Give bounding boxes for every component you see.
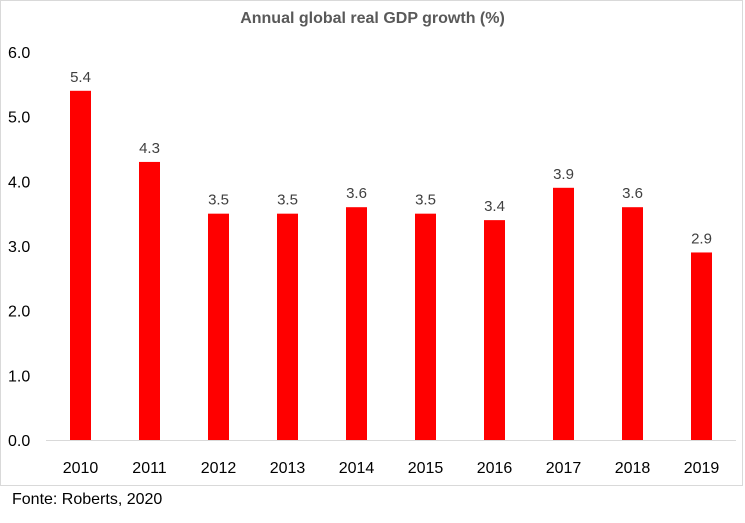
- chart-title: Annual global real GDP growth (%): [240, 10, 505, 27]
- data-label-2012: 3.5: [208, 192, 229, 209]
- bar-2019: [691, 252, 712, 440]
- y-tick-label: 0.0: [8, 433, 30, 450]
- y-tick-label: 4.0: [8, 174, 30, 191]
- data-label-2011: 4.3: [139, 140, 160, 157]
- y-tick-label: 2.0: [8, 304, 30, 321]
- x-tick-label-2014: 2014: [339, 460, 375, 477]
- data-label-2017: 3.9: [553, 166, 574, 183]
- data-label-2015: 3.5: [415, 192, 436, 209]
- y-tick-label: 6.0: [8, 45, 30, 62]
- y-tick-label: 1.0: [8, 368, 30, 385]
- x-axis-ticks: 2010 2011 2012 2013 2014 2015 2016 2017 2018 2019: [63, 460, 720, 477]
- chart-container: Annual global real GDP growth (%) 0.0 1.0…: [0, 0, 743, 486]
- x-tick-label-2016: 2016: [477, 460, 513, 477]
- x-tick-label-2019: 2019: [684, 460, 720, 477]
- bar-2014: [346, 207, 367, 440]
- y-tick-label: 3.0: [8, 239, 30, 256]
- x-tick-label-2018: 2018: [615, 460, 651, 477]
- x-tick-label-2012: 2012: [201, 460, 237, 477]
- x-tick-label-2010: 2010: [63, 460, 99, 477]
- bar-2013: [277, 213, 298, 440]
- x-tick-label-2013: 2013: [270, 460, 306, 477]
- x-tick-label-2017: 2017: [546, 460, 582, 477]
- y-axis-ticks: 0.0 1.0 2.0 3.0 4.0 5.0 6.0: [8, 45, 30, 450]
- bar-2011: [139, 161, 160, 440]
- x-tick-label-2015: 2015: [408, 460, 444, 477]
- bar-2015: [415, 213, 436, 440]
- bar-2018: [622, 207, 643, 440]
- data-label-2016: 3.4: [484, 198, 505, 215]
- data-label-2018: 3.6: [622, 185, 643, 202]
- data-label-2014: 3.6: [346, 185, 367, 202]
- data-label-2010: 5.4: [70, 69, 91, 86]
- bar-2017: [553, 187, 574, 440]
- data-label-2013: 3.5: [277, 192, 298, 209]
- y-tick-label: 5.0: [8, 110, 30, 127]
- bar-chart: 0.0 1.0 2.0 3.0 4.0 5.0 6.0 5.4 4.3 3.5 3.5 3.6 3.5…: [8, 45, 736, 477]
- source-note: Fonte: Roberts, 2020: [12, 491, 163, 508]
- data-labels: 5.4 4.3 3.5 3.5 3.6 3.5 3.4 3.9 3.6 2.9: [70, 69, 712, 248]
- bar-2016: [484, 220, 505, 440]
- data-label-2019: 2.9: [691, 230, 712, 247]
- x-tick-label-2011: 2011: [132, 460, 167, 477]
- bar-2012: [208, 213, 229, 440]
- bar-2010: [70, 90, 91, 441]
- bar-series: [70, 90, 712, 441]
